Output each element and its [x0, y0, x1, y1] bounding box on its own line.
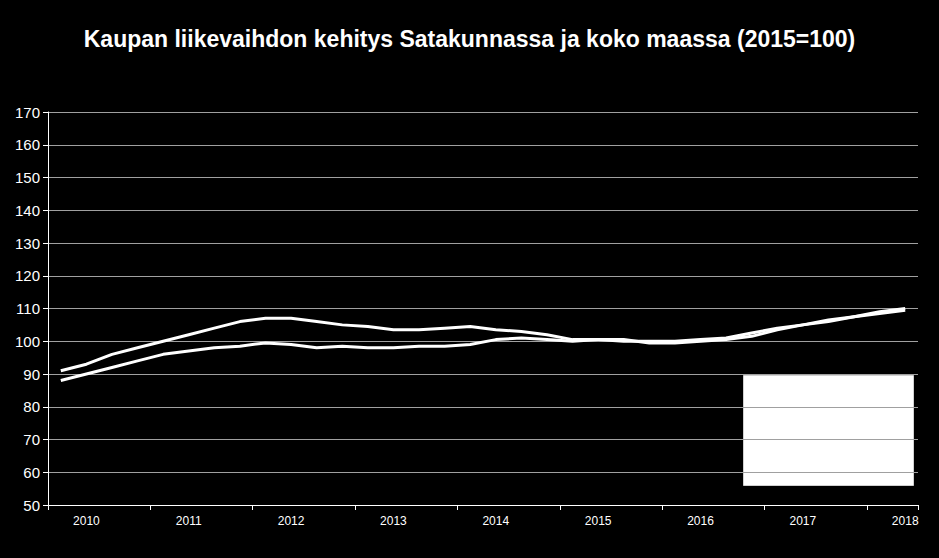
svg-text:2018: 2018 — [892, 514, 919, 528]
svg-text:110: 110 — [16, 300, 40, 317]
svg-text:130: 130 — [15, 235, 40, 252]
svg-text:90: 90 — [23, 366, 40, 383]
svg-text:2017: 2017 — [790, 514, 817, 528]
svg-text:2012: 2012 — [278, 514, 305, 528]
svg-text:70: 70 — [23, 431, 40, 448]
svg-text:120: 120 — [15, 267, 40, 284]
svg-text:Kaupan liikevaihdon kehitys Sa: Kaupan liikevaihdon kehitys Satakunnassa… — [84, 26, 856, 52]
svg-text:60: 60 — [23, 464, 40, 481]
svg-text:140: 140 — [15, 202, 40, 219]
svg-text:2011: 2011 — [176, 514, 202, 528]
svg-text:2014: 2014 — [482, 514, 509, 528]
svg-text:2016: 2016 — [687, 514, 714, 528]
svg-text:150: 150 — [15, 169, 40, 186]
svg-text:100: 100 — [15, 333, 40, 350]
svg-text:2013: 2013 — [380, 514, 407, 528]
svg-text:2015: 2015 — [585, 514, 612, 528]
svg-text:160: 160 — [15, 136, 40, 153]
svg-text:80: 80 — [23, 398, 40, 415]
svg-text:170: 170 — [15, 104, 40, 121]
svg-text:2010: 2010 — [73, 514, 100, 528]
svg-text:50: 50 — [23, 497, 40, 514]
